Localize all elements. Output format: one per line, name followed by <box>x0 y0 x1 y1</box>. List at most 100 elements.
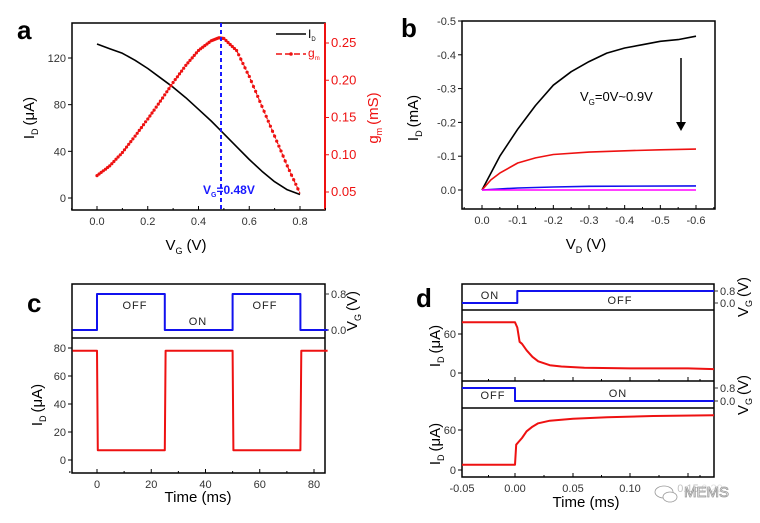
state-label: ON <box>609 388 628 400</box>
panel-b: b 0.0 -0.1 -0.2 -0.3 -0.4 -0.5 -0.6 0.0 -0.1 -0.2… <box>401 13 716 255</box>
gm-point <box>235 48 239 53</box>
x-tick-label: -0.05 <box>449 483 474 495</box>
gm-point <box>133 134 137 138</box>
gm-point <box>125 145 129 149</box>
y-tick-label: 80 <box>54 100 66 112</box>
y-tick-label: 0.10 <box>331 147 356 162</box>
y-tick-label: 0.8 <box>331 289 346 301</box>
y-tick-label: -0.5 <box>437 16 456 28</box>
y-tick-label: 60 <box>444 425 456 437</box>
gm-point <box>251 84 256 89</box>
y-tick-label: 0.20 <box>331 72 356 87</box>
gm-point <box>241 61 245 66</box>
gm-point <box>203 44 207 48</box>
gm-point <box>266 119 270 123</box>
gm-point <box>131 137 135 141</box>
state-label: ON <box>189 316 208 328</box>
panel-d: d -0.05 0.00 0.05 0.10 0.15 0.200600600.00.80… <box>416 277 754 511</box>
x-tick-label: -0.1 <box>508 215 527 227</box>
state-label: OFF <box>253 300 278 312</box>
gm-point <box>156 102 160 106</box>
x-tick-label: 0.10 <box>619 483 640 495</box>
gm-point <box>258 99 262 103</box>
x-axis-label: VD (V) <box>566 236 607 255</box>
gm-point <box>154 105 158 109</box>
series-line-2 <box>481 185 697 191</box>
x-tick-label: 0.15 <box>677 483 698 495</box>
gm-point <box>247 74 251 79</box>
y-tick-label: 0 <box>60 455 66 467</box>
x-tick-label: 40 <box>199 479 211 491</box>
y-tick-label: 0.0 <box>331 325 346 337</box>
gm-point <box>152 108 156 112</box>
y-axis-label: ID(mA) <box>405 95 424 141</box>
down-arrow-icon <box>676 122 686 131</box>
series-line-0 <box>481 35 697 191</box>
x-tick-label: 0.05 <box>562 483 583 495</box>
y-tick-label: 0.05 <box>331 184 356 199</box>
gm-point <box>169 84 173 88</box>
series-vg-turnoff <box>462 290 714 304</box>
gm-point <box>135 131 139 135</box>
panel-letter-b: b <box>401 13 417 43</box>
gm-point <box>279 149 283 153</box>
x-tick-label: 20 <box>145 479 157 491</box>
gm-point <box>237 53 241 57</box>
gm-point <box>232 46 236 51</box>
y2-axis-label: gm(mS) <box>365 92 384 143</box>
y-tick-label: 20 <box>54 427 66 439</box>
y-tick-label: 0 <box>450 368 456 380</box>
x-axis-label: Time (ms) <box>165 489 232 506</box>
gm-point <box>230 44 234 49</box>
gm-point <box>190 56 194 60</box>
gm-point <box>182 66 186 70</box>
gm-point <box>165 90 169 94</box>
series-gm-line <box>96 37 301 194</box>
gm-point <box>277 144 281 148</box>
gm-point <box>294 182 298 186</box>
gm-point <box>273 134 277 138</box>
x-tick-label: 0.0 <box>474 215 489 227</box>
gm-point <box>141 123 146 127</box>
x-tick-label: -0.5 <box>651 215 670 227</box>
gm-point <box>175 75 179 79</box>
gm-point <box>108 164 112 168</box>
x-tick-label: 0 <box>94 479 100 491</box>
plot-frame <box>461 20 716 210</box>
y-axis-label-bottom: ID(μA) <box>427 423 446 465</box>
gm-point <box>292 178 296 182</box>
y-tick-label: 80 <box>54 343 66 355</box>
gm-point <box>228 42 232 47</box>
series-id-line <box>72 349 328 452</box>
gm-point <box>184 63 188 67</box>
vg-annotation: VG=0.48V <box>203 183 255 199</box>
gm-point <box>268 124 272 128</box>
gm-point <box>239 57 243 61</box>
x-tick-label: -0.6 <box>687 215 706 227</box>
gm-point <box>285 164 289 168</box>
gm-point <box>120 150 124 155</box>
x-axis-label: VG (V) <box>165 237 206 256</box>
gm-point <box>260 104 264 108</box>
y-tick-label: 0.0 <box>720 298 735 310</box>
x-tick-label: 0.00 <box>504 483 525 495</box>
gm-point <box>177 72 182 76</box>
legend-label-gm: gm <box>308 46 320 62</box>
y-tick-label: 0 <box>60 193 66 205</box>
y-axis-label-top: ID(μA) <box>427 325 446 367</box>
y-axis-label: ID(μA) <box>29 384 48 426</box>
panel-letter-c: c <box>27 288 41 318</box>
series-vg-turnon <box>462 387 714 402</box>
watermark: MEMS <box>654 484 729 503</box>
gm-point <box>129 140 133 144</box>
gm-point <box>114 157 118 161</box>
gm-point <box>158 99 162 103</box>
y-tick-label: 60 <box>54 371 66 383</box>
series-id-turnoff <box>462 321 715 371</box>
state-label: ON <box>481 290 500 302</box>
gm-point <box>192 53 196 58</box>
gm-point <box>180 69 184 73</box>
series-vg-line <box>72 293 328 331</box>
gm-point <box>222 36 226 41</box>
gm-point <box>270 129 275 133</box>
